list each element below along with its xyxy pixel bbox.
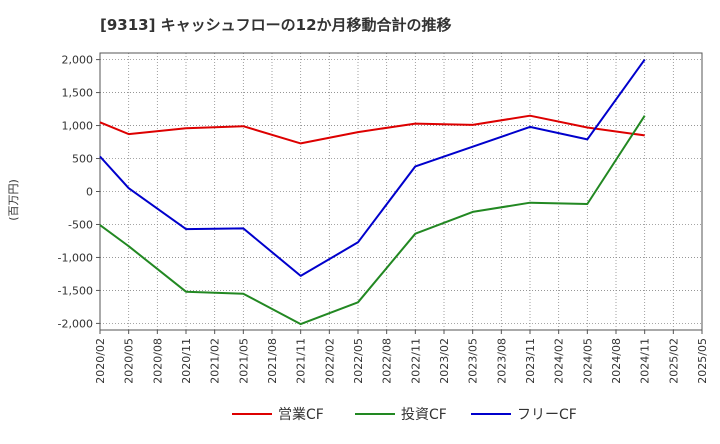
y-tick-label: -1,500 bbox=[58, 284, 93, 297]
y-axis-label: (百万円) bbox=[7, 179, 20, 221]
x-tick-label: 2020/08 bbox=[151, 338, 164, 384]
x-tick-label: 2024/05 bbox=[581, 338, 594, 384]
x-tick-label: 2022/08 bbox=[381, 338, 394, 384]
x-tick-label: 2024/11 bbox=[639, 338, 652, 384]
legend-label: フリーCF bbox=[517, 407, 577, 423]
x-tick-label: 2023/02 bbox=[438, 338, 451, 384]
y-tick-label: -1,000 bbox=[58, 251, 93, 264]
x-tick-label: 2022/11 bbox=[409, 338, 422, 384]
x-tick-label: 2024/08 bbox=[610, 338, 623, 384]
x-tick-label: 2023/05 bbox=[467, 338, 480, 384]
x-tick-label: 2022/02 bbox=[323, 338, 336, 384]
x-tick-label: 2021/11 bbox=[295, 338, 308, 384]
legend: 営業CF 投資CF フリーCF bbox=[232, 407, 577, 423]
x-tick-label: 2020/11 bbox=[180, 338, 193, 384]
x-tick-label: 2021/08 bbox=[266, 338, 279, 384]
legend-label: 営業CF bbox=[278, 407, 324, 423]
y-tick-label: 1,000 bbox=[62, 120, 94, 133]
x-tick-label: 2023/08 bbox=[495, 338, 508, 384]
x-tick-label: 2020/02 bbox=[94, 338, 107, 384]
y-tick-label: -2,000 bbox=[58, 317, 93, 330]
x-tick-label: 2021/05 bbox=[237, 338, 250, 384]
x-tick-label: 2025/02 bbox=[667, 338, 680, 384]
x-tick-label: 2021/02 bbox=[209, 338, 222, 384]
plot-area: 2,000 1,500 1,000 500 0 -500 -1,000 -1,500 -2,00… bbox=[58, 53, 709, 384]
y-tick-label: 2,000 bbox=[62, 54, 94, 67]
x-tick-label: 2020/05 bbox=[123, 338, 136, 384]
x-tick-label: 2023/11 bbox=[524, 338, 537, 384]
x-tick-label: 2022/05 bbox=[352, 338, 365, 384]
y-tick-label: 1,500 bbox=[62, 87, 94, 100]
chart-title: [9313] キャッシュフローの12か月移動合計の推移 bbox=[100, 16, 452, 34]
y-tick-label: 0 bbox=[86, 186, 93, 199]
legend-label: 投資CF bbox=[401, 407, 447, 423]
y-tick-label: 500 bbox=[72, 153, 93, 166]
x-tick-label: 2024/02 bbox=[553, 338, 566, 384]
y-tick-label: -500 bbox=[68, 218, 93, 231]
x-tick-label: 2025/05 bbox=[696, 338, 709, 384]
